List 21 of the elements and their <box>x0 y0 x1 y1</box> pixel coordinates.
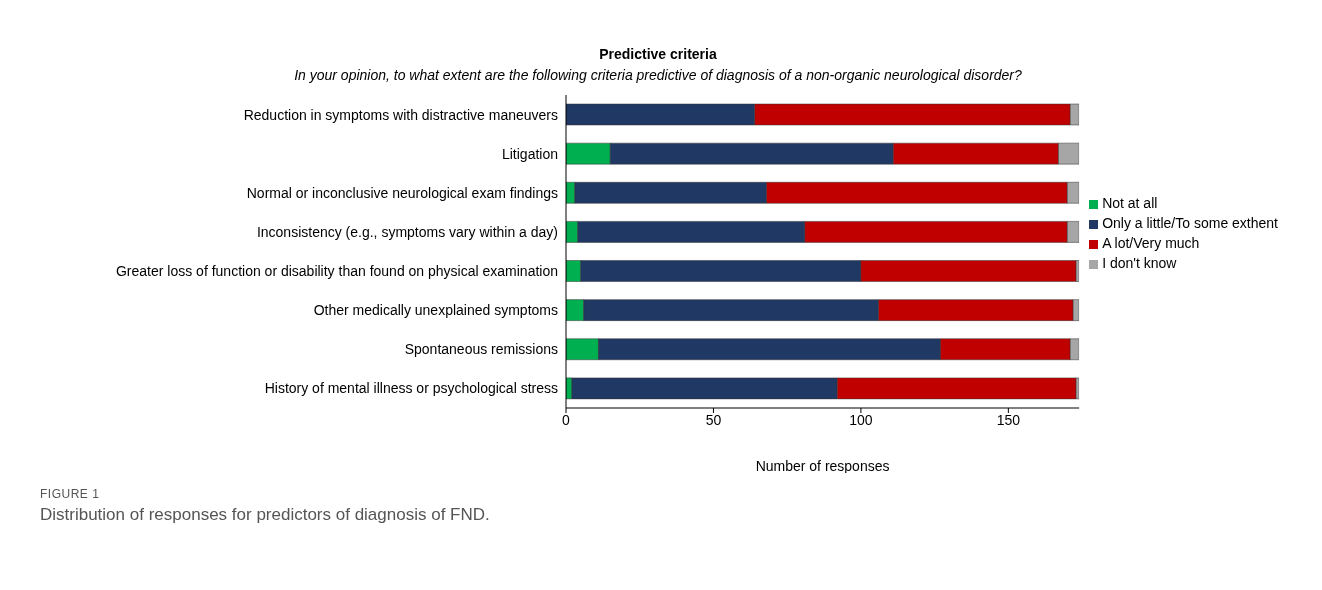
chart-title: Predictive criteria <box>598 46 718 62</box>
y-tick-label: Litigation <box>501 145 558 162</box>
text: Distribution of responses for predictors of diagnosis of FND. <box>40 505 491 525</box>
y-tick-label: Reduction in symptoms with distractive maneuvers <box>243 106 558 123</box>
x-tick-label: 100 <box>849 411 873 428</box>
x-axis-title: Number of responses <box>755 458 890 474</box>
y-tick-label: Greater loss of function or disability than found on physical examination <box>115 263 558 280</box>
y-tick-label: Normal or inconclusive neurological exam findings <box>246 184 558 201</box>
legend-label: Not at all <box>1102 195 1158 211</box>
y-tick-label: Other medically unexplained symptoms <box>313 302 558 319</box>
legend-label: Only a little/To some exthent <box>1102 215 1278 231</box>
x-tick-label: 0 <box>562 411 571 428</box>
y-tick-label: History of mental illness or psychological stress <box>264 380 558 397</box>
y-tick-label: Spontaneous remissions <box>404 341 558 358</box>
legend-label: A lot/Very much <box>1102 235 1200 251</box>
x-tick-label: 50 <box>705 411 722 428</box>
legend-label: I don't know <box>1102 255 1177 271</box>
x-tick-label: 150 <box>996 411 1021 428</box>
caption: FIGURE 1 <box>40 487 101 501</box>
y-tick-label: Inconsistency (e.g., symptoms vary within a day) <box>256 223 558 240</box>
chart-subtitle: In your opinion, to what extent are the following criteria predictive of diagnosis of a non-organic neurological disorder? <box>293 67 1023 83</box>
